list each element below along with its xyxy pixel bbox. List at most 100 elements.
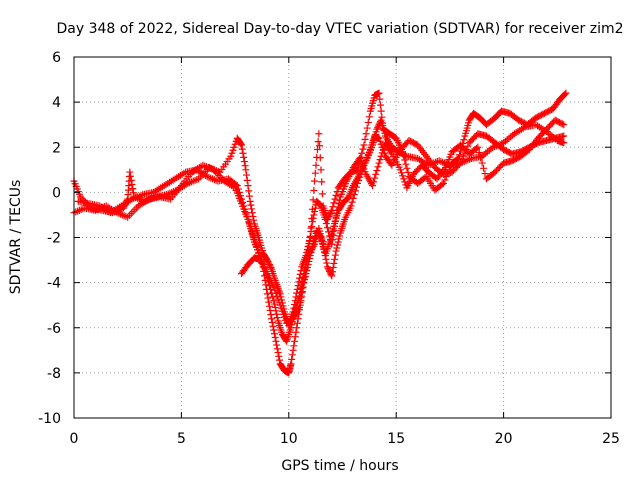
data-point xyxy=(240,202,248,210)
data-point xyxy=(311,169,319,177)
x-tick-label: 5 xyxy=(177,431,186,447)
data-point xyxy=(379,146,387,154)
data-point xyxy=(311,208,319,216)
data-point xyxy=(331,251,339,259)
data-point xyxy=(263,256,271,264)
data-point xyxy=(243,176,251,184)
data-point xyxy=(289,346,297,354)
chart-title: Day 348 of 2022, Sidereal Day-to-day VTE… xyxy=(57,21,624,37)
data-point xyxy=(328,236,336,244)
data-point xyxy=(273,345,281,353)
data-point xyxy=(439,179,447,187)
data-point xyxy=(474,143,482,151)
data-point xyxy=(291,337,299,345)
data-point xyxy=(288,351,296,359)
data-point xyxy=(317,166,325,174)
data-point xyxy=(321,248,329,256)
data-point xyxy=(290,304,298,312)
data-point xyxy=(266,262,274,270)
data-point xyxy=(288,355,296,363)
data-point xyxy=(239,199,247,207)
data-point xyxy=(324,264,332,272)
data-point xyxy=(272,289,280,297)
data-point xyxy=(321,215,329,223)
data-point xyxy=(311,204,319,212)
tick-labels: 0 5 10 15 20 25 -10 -8 -6 -4 -2 0 2 4 6 xyxy=(38,50,620,447)
data-point xyxy=(350,191,358,199)
data-point xyxy=(265,298,273,306)
data-point xyxy=(316,154,324,162)
data-point xyxy=(293,319,301,327)
data-point xyxy=(456,151,464,159)
data-point xyxy=(562,89,570,97)
data-point xyxy=(119,204,127,212)
data-point xyxy=(245,192,253,200)
data-point xyxy=(333,244,341,252)
data-point xyxy=(273,314,281,322)
x-tick-label: 25 xyxy=(602,431,620,447)
data-point xyxy=(296,303,304,311)
data-point xyxy=(334,238,342,246)
data-point xyxy=(332,191,340,199)
data-point xyxy=(243,171,251,179)
data-point xyxy=(244,215,252,223)
x-tick-label: 10 xyxy=(280,431,298,447)
data-point xyxy=(309,214,317,222)
data-point xyxy=(480,164,488,172)
data-point xyxy=(229,146,237,154)
data-point xyxy=(561,90,569,98)
data-points xyxy=(70,89,570,377)
data-point xyxy=(328,268,336,276)
data-point xyxy=(358,149,366,157)
data-point xyxy=(272,337,280,345)
data-point xyxy=(265,259,273,267)
data-point xyxy=(314,138,322,146)
data-point xyxy=(398,169,406,177)
data-point xyxy=(402,160,410,168)
y-axis-label: SDTVAR / TECUs xyxy=(8,180,24,295)
data-point xyxy=(335,235,343,243)
data-point xyxy=(296,270,304,278)
data-point xyxy=(230,143,238,151)
data-point xyxy=(275,352,283,360)
data-point xyxy=(401,156,409,164)
data-point xyxy=(318,178,326,186)
data-point xyxy=(364,118,372,126)
data-point xyxy=(297,267,305,275)
data-point xyxy=(315,130,323,138)
data-point xyxy=(320,244,328,252)
data-point xyxy=(120,203,128,211)
data-point xyxy=(331,195,339,203)
data-point xyxy=(472,144,480,152)
data-point xyxy=(322,255,330,263)
data-point xyxy=(326,209,334,217)
data-point xyxy=(301,265,309,273)
data-point xyxy=(438,180,446,188)
data-point xyxy=(308,223,316,231)
data-point xyxy=(376,137,384,145)
data-point xyxy=(475,149,483,157)
data-point xyxy=(269,322,277,330)
data-point xyxy=(270,300,278,308)
data-point xyxy=(129,189,137,197)
data-point xyxy=(316,200,324,208)
data-point xyxy=(558,120,566,128)
data-point xyxy=(129,185,137,193)
data-point xyxy=(270,330,278,338)
data-point xyxy=(374,163,382,171)
data-point xyxy=(298,289,306,297)
data-point xyxy=(240,153,248,161)
x-tick-label: 20 xyxy=(495,431,513,447)
data-point xyxy=(250,216,258,224)
data-point xyxy=(313,146,321,154)
data-point xyxy=(247,201,255,209)
data-point xyxy=(333,210,341,218)
data-point xyxy=(327,208,335,216)
data-point xyxy=(321,252,329,260)
data-point xyxy=(328,272,336,280)
data-point xyxy=(441,176,449,184)
data-point xyxy=(306,237,314,245)
y-tick-label: -4 xyxy=(47,276,61,292)
data-point xyxy=(271,303,279,311)
